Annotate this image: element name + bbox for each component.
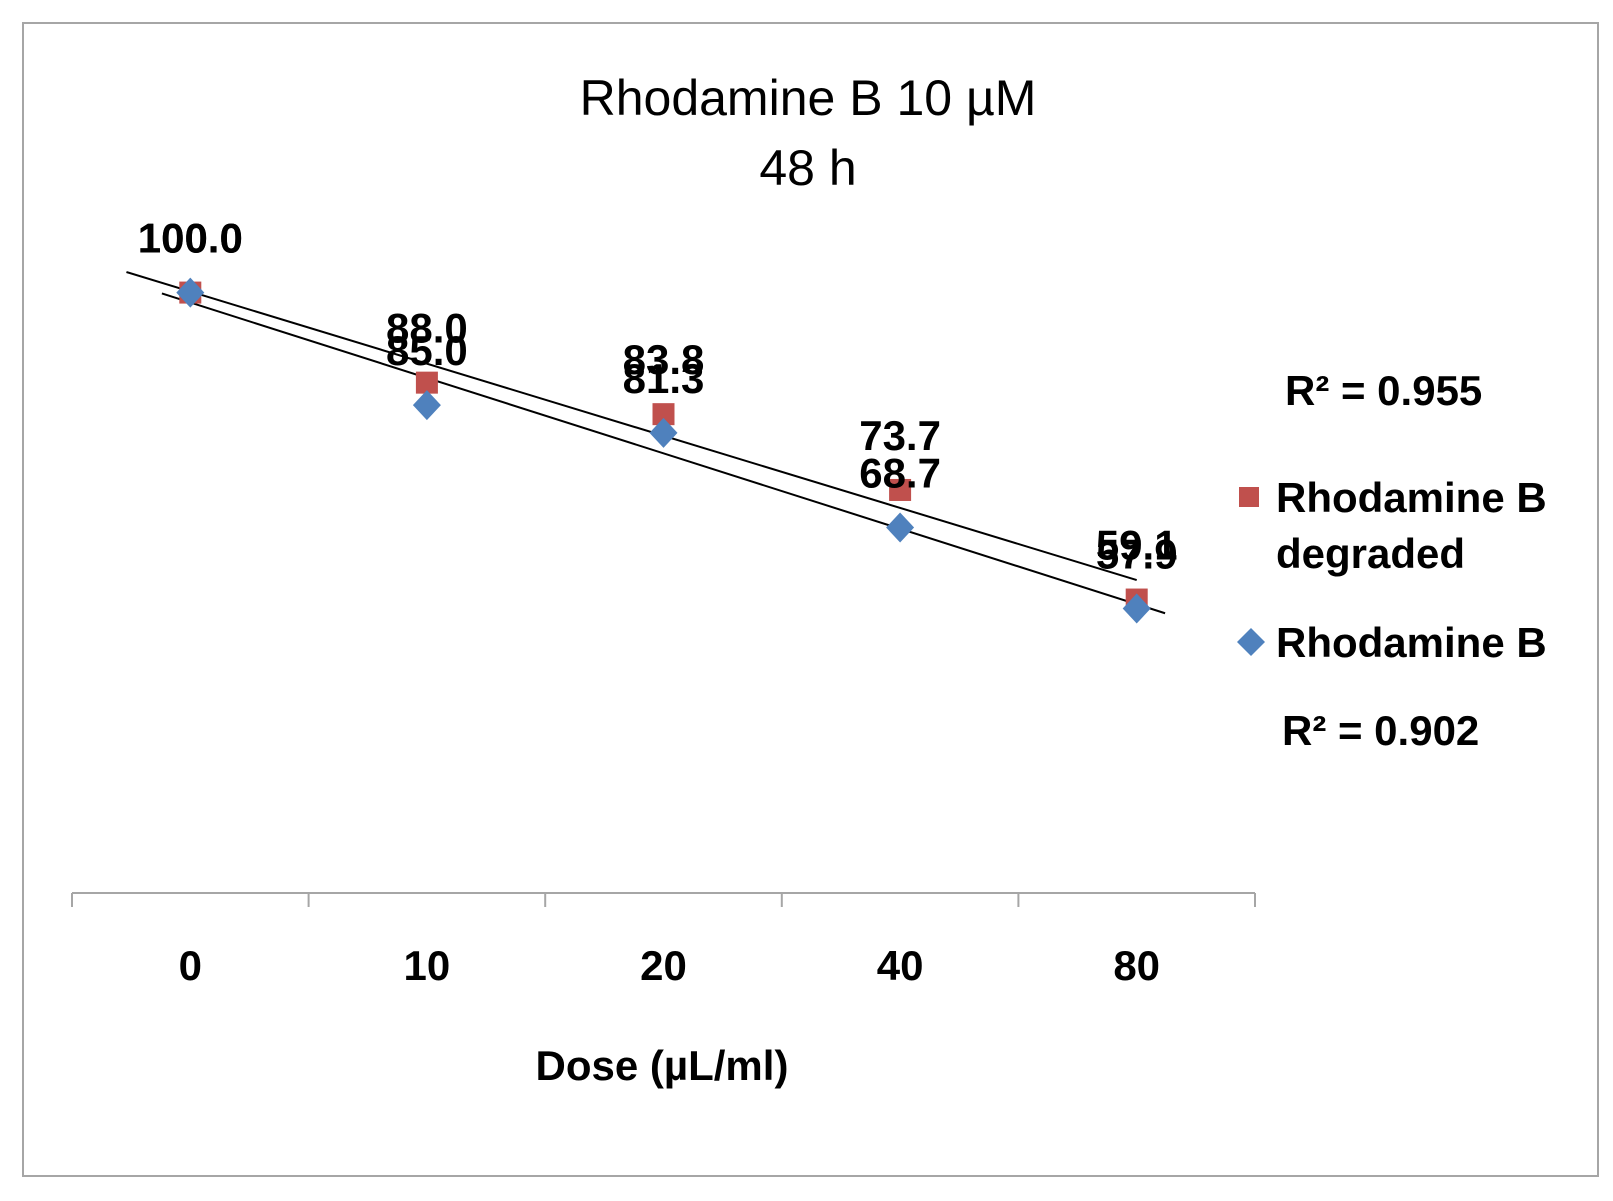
marker-rhodamine-2 bbox=[649, 417, 678, 448]
chart-frame bbox=[22, 22, 1599, 1177]
data-label-degraded-3: 73.7 bbox=[859, 412, 941, 459]
r2-degraded: R² = 0.955 bbox=[1285, 367, 1482, 414]
legend-label-degraded-line2: degraded bbox=[1276, 530, 1465, 577]
x-tick-label-10: 10 bbox=[404, 942, 451, 989]
marker-degraded-2 bbox=[652, 403, 675, 426]
data-label-rhodamine-1: 85.0 bbox=[386, 327, 468, 374]
data-label-rhodamine-2: 81.3 bbox=[623, 355, 705, 402]
legend-marker-degraded bbox=[1239, 487, 1259, 507]
legend-marker-rhodamine bbox=[1237, 628, 1265, 656]
marker-degraded-1 bbox=[415, 371, 438, 394]
marker-rhodamine-4 bbox=[1122, 593, 1151, 624]
data-label-degraded-1: 88.0 bbox=[386, 305, 468, 352]
legend-label-degraded-line1: Rhodamine B bbox=[1276, 474, 1547, 521]
data-label-rhodamine-3: 68.7 bbox=[859, 449, 941, 496]
x-tick-label-0: 0 bbox=[179, 942, 202, 989]
data-label-rhodamine-4: 57.9 bbox=[1096, 531, 1178, 578]
legend-label-rhodamine: Rhodamine B bbox=[1276, 619, 1547, 666]
x-tick-label-20: 20 bbox=[640, 942, 687, 989]
r2-rhodamine: R² = 0.902 bbox=[1282, 707, 1479, 754]
marker-rhodamine-1 bbox=[412, 390, 441, 421]
marker-rhodamine-0 bbox=[176, 277, 205, 308]
data-label-degraded-4: 59.1 bbox=[1096, 522, 1178, 569]
chart-title: Rhodamine B 10 µM bbox=[580, 70, 1037, 126]
data-label-rhodamine-0: 100.0 bbox=[138, 215, 243, 262]
x-tick-label-40: 40 bbox=[877, 942, 924, 989]
trendline-rhodamine-b-degraded bbox=[126, 271, 1137, 581]
x-tick-label-80: 80 bbox=[1113, 942, 1160, 989]
marker-degraded-3 bbox=[889, 478, 912, 501]
marker-rhodamine-3 bbox=[886, 512, 915, 543]
x-axis-title: Dose (µL/ml) bbox=[536, 1042, 789, 1089]
chart-subtitle: 48 h bbox=[759, 140, 856, 196]
data-label-degraded-0: 100.0 bbox=[138, 215, 243, 262]
trendline-rhodamine-b bbox=[161, 292, 1166, 615]
data-label-degraded-2: 83.8 bbox=[623, 336, 705, 383]
